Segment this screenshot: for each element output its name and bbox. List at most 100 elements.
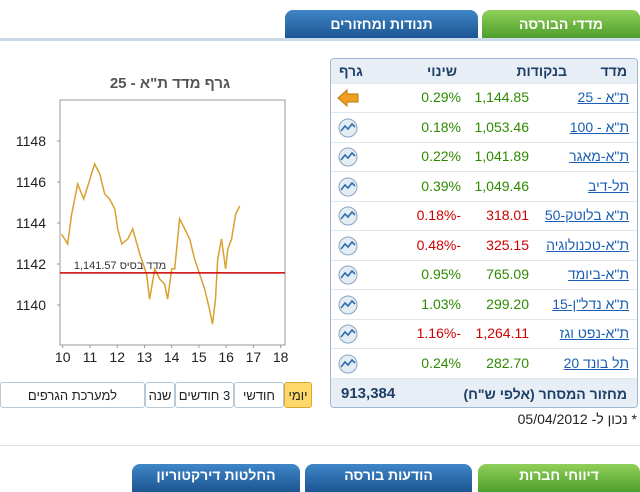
range-button[interactable]: חודשי (234, 382, 284, 408)
chart-icon-line (340, 181, 356, 190)
graph-icon[interactable] (337, 118, 359, 138)
y-tick-label: 1142 (16, 256, 46, 272)
arrow-icon (337, 88, 359, 108)
index-points: 282.70 (486, 354, 529, 371)
index-change: 0.24% (421, 354, 461, 371)
column-header: שינוי (427, 63, 457, 79)
plot-area (59, 99, 286, 346)
x-tick-label: 13 (137, 349, 153, 365)
index-change: 0.22% (421, 148, 461, 164)
graph-icon[interactable] (337, 265, 359, 285)
x-tick-label: 12 (109, 349, 125, 365)
x-tick-label: 10 (55, 349, 71, 365)
graph-icon[interactable] (337, 324, 359, 344)
table-footer: מחזור המסחר (אלפי ש"ח) 913,384 (331, 379, 637, 407)
chart: גרף מדד ת"א - 25 1140 1142 1144 1146 1148 10 1… (16, 75, 289, 365)
x-tick-label: 18 (273, 349, 289, 365)
graph-icon[interactable] (337, 236, 359, 256)
index-link[interactable]: ת"א נדל"ן-15 (552, 295, 629, 312)
date-note: * נכון ל- 05/04/2012 (517, 411, 637, 427)
index-points: 1,049.46 (474, 177, 530, 194)
range-button[interactable]: למערכת הגרפים (0, 382, 145, 408)
index-link[interactable]: ת"א - 100 (569, 118, 629, 135)
range-button[interactable]: שנה (145, 382, 175, 408)
index-link[interactable]: ת"א-טכנולוגיה (546, 236, 629, 253)
turnover-value: 913,384 (341, 385, 396, 402)
table-row: ת"א - 25 1,144.85 0.29% (331, 83, 637, 113)
index-points: 318.01 (486, 207, 529, 223)
table-row: ת"א-ביומד 765.09 0.95% (331, 260, 637, 290)
index-link[interactable]: תל בונד 20 (563, 354, 629, 371)
index-link[interactable]: ת"א-ביומד (567, 266, 629, 282)
y-tick-label: 1146 (16, 174, 46, 190)
index-points: 765.09 (486, 266, 529, 282)
chart-icon-line (340, 240, 356, 249)
index-points: 1,144.85 (474, 89, 530, 105)
table-row: תל-דיב 1,049.46 0.39% (331, 172, 637, 202)
x-tick-label: 16 (218, 349, 234, 365)
index-change: 0.39% (421, 177, 461, 194)
graph-icon[interactable] (337, 354, 359, 374)
chart-icon-line (340, 269, 356, 279)
index-points: 1,053.46 (474, 118, 530, 135)
index-table: מדד בנקודות שינוי גרף ת"א - 25 1,144.85 0.29% ת… (330, 58, 638, 408)
index-link[interactable]: ת"א-נפט וגז (559, 325, 629, 341)
y-tick-label: 1148 (16, 133, 46, 149)
chart-title: גרף מדד ת"א - 25 (110, 75, 230, 92)
range-button[interactable]: יומי (284, 382, 312, 408)
index-link[interactable]: ת"א-מאגר (569, 148, 629, 164)
page: מדדי הבורסה תנודות ומחזורים גרף מדד ת"א -… (0, 10, 640, 492)
table-row: ת"א-טכנולוגיה 325.15 -0.48% (331, 231, 637, 261)
table-header: מדד בנקודות שינוי גרף (331, 59, 637, 84)
table-row: ת"א נדל"ן-15 299.20 1.03% (331, 290, 637, 320)
index-change: 0.95% (421, 266, 461, 282)
graph-icon[interactable] (337, 177, 359, 197)
separator (0, 445, 640, 446)
index-points: 299.20 (486, 295, 529, 312)
x-tick-label: 11 (83, 349, 98, 365)
table-row: ת"א-נפט וגז 1,264.11 -1.16% (331, 319, 637, 349)
index-change: 1.03% (421, 295, 461, 312)
index-points: 1,264.11 (475, 325, 529, 341)
tab[interactable]: תנודות ומחזורים (285, 10, 478, 38)
chart-icon-line (340, 358, 356, 367)
y-tick-label: 1144 (16, 215, 46, 231)
tab[interactable]: מדדי הבורסה (482, 10, 640, 38)
x-tick-label: 14 (164, 349, 180, 365)
chart-icon-line (340, 210, 356, 220)
table-row: ת"א - 100 1,053.46 0.18% (331, 113, 637, 143)
column-header: מדד (600, 63, 627, 79)
chart-icon-line (340, 122, 356, 131)
chart-icon-line (340, 151, 356, 161)
x-tick-label: 17 (246, 349, 262, 365)
index-change: -0.18% (416, 207, 461, 223)
index-change: 0.29% (421, 89, 461, 105)
index-points: 325.15 (486, 236, 529, 253)
index-points: 1,041.89 (474, 148, 530, 164)
index-change: -1.16% (416, 325, 461, 341)
graph-icon[interactable] (337, 295, 359, 315)
tab-strip (0, 38, 640, 41)
graph-icon[interactable] (337, 147, 359, 167)
graph-icon[interactable] (337, 206, 359, 226)
index-link[interactable]: ת"א - 25 (577, 89, 629, 105)
y-tick-label: 1140 (16, 297, 46, 313)
x-tick-label: 15 (191, 349, 207, 365)
index-change: 0.18% (421, 118, 461, 135)
baseline-label: מדד בסיס 1,141.57 (74, 260, 166, 272)
table-row: תל בונד 20 282.70 0.24% (331, 349, 637, 379)
graph-icon[interactable] (337, 88, 359, 108)
range-button[interactable]: 3 חודשים (175, 382, 234, 408)
index-change: -0.48% (416, 236, 461, 253)
index-link[interactable]: תל-דיב (588, 177, 629, 194)
bottom-tab[interactable]: החלטות דירקטוריון (132, 464, 300, 492)
turnover-label: מחזור המסחר (אלפי ש"ח) (463, 386, 627, 402)
index-line (60, 162, 241, 325)
column-header: בנקודות (516, 63, 567, 79)
chart-icon-line (340, 328, 356, 338)
bottom-tab[interactable]: הודעות בורסה (305, 464, 472, 492)
column-header: גרף (339, 63, 363, 79)
table-row: ת"א בלוטק-50 318.01 -0.18% (331, 201, 637, 231)
bottom-tab[interactable]: דיווחי חברות (478, 464, 640, 492)
index-link[interactable]: ת"א בלוטק-50 (544, 207, 629, 223)
